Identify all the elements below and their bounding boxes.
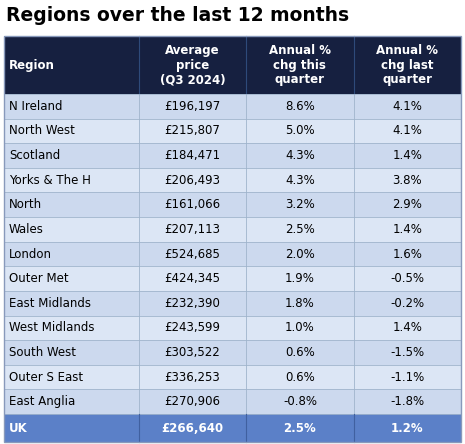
Text: £270,906: £270,906 (165, 395, 220, 408)
Text: 1.4%: 1.4% (392, 223, 422, 236)
Text: 2.5%: 2.5% (284, 421, 316, 435)
Text: West Midlands: West Midlands (9, 321, 94, 334)
Bar (4, 217, 461, 242)
Text: -1.8%: -1.8% (390, 395, 425, 408)
Bar (4, 340, 461, 365)
Text: Wales: Wales (9, 223, 44, 236)
Text: Region: Region (9, 59, 55, 71)
Text: Average
price
(Q3 2024): Average price (Q3 2024) (159, 44, 226, 86)
Bar (4, 192, 461, 217)
Bar (4, 168, 461, 192)
Text: Regions over the last 12 months: Regions over the last 12 months (6, 6, 349, 25)
Text: 3.2%: 3.2% (285, 198, 315, 211)
Text: Outer S East: Outer S East (9, 371, 83, 384)
Bar (4, 316, 461, 340)
Bar (4, 414, 461, 442)
Bar (4, 389, 461, 414)
Bar (4, 242, 461, 266)
Text: £161,066: £161,066 (165, 198, 220, 211)
Text: 0.6%: 0.6% (285, 371, 315, 384)
Text: £206,493: £206,493 (165, 174, 220, 186)
Text: £524,685: £524,685 (165, 247, 220, 261)
Text: 1.2%: 1.2% (391, 421, 424, 435)
Text: £266,640: £266,640 (161, 421, 224, 435)
Text: £232,390: £232,390 (165, 297, 220, 310)
Text: 5.0%: 5.0% (285, 124, 315, 138)
Text: -1.5%: -1.5% (390, 346, 425, 359)
Text: 2.5%: 2.5% (285, 223, 315, 236)
Text: North West: North West (9, 124, 75, 138)
Text: 4.1%: 4.1% (392, 124, 422, 138)
Text: -0.5%: -0.5% (390, 272, 424, 285)
Bar (4, 143, 461, 168)
Bar (4, 94, 461, 119)
Text: 0.6%: 0.6% (285, 346, 315, 359)
Text: South West: South West (9, 346, 76, 359)
Text: East Anglia: East Anglia (9, 395, 75, 408)
Text: 2.0%: 2.0% (285, 247, 315, 261)
Text: 4.3%: 4.3% (285, 174, 315, 186)
Text: 1.0%: 1.0% (285, 321, 315, 334)
Text: £303,522: £303,522 (165, 346, 220, 359)
Text: £215,807: £215,807 (165, 124, 220, 138)
Text: North: North (9, 198, 42, 211)
Text: 3.8%: 3.8% (392, 174, 422, 186)
Bar (4, 365, 461, 389)
Bar (4, 36, 461, 94)
Text: £424,345: £424,345 (165, 272, 220, 285)
Text: UK: UK (9, 421, 28, 435)
Text: N Ireland: N Ireland (9, 100, 62, 113)
Text: Yorks & The H: Yorks & The H (9, 174, 91, 186)
Text: 4.3%: 4.3% (285, 149, 315, 162)
Text: 4.1%: 4.1% (392, 100, 422, 113)
Bar (4, 291, 461, 316)
Text: 1.4%: 1.4% (392, 149, 422, 162)
Text: East Midlands: East Midlands (9, 297, 91, 310)
Bar (4, 119, 461, 143)
Text: £243,599: £243,599 (165, 321, 220, 334)
Text: Scotland: Scotland (9, 149, 60, 162)
Text: Outer Met: Outer Met (9, 272, 69, 285)
Text: £336,253: £336,253 (165, 371, 220, 384)
Text: -0.8%: -0.8% (283, 395, 317, 408)
Text: £207,113: £207,113 (165, 223, 220, 236)
Text: 1.8%: 1.8% (285, 297, 315, 310)
Text: Annual %
chg this
quarter: Annual % chg this quarter (269, 44, 331, 86)
Text: Annual %
chg last
quarter: Annual % chg last quarter (376, 44, 438, 86)
Text: -0.2%: -0.2% (390, 297, 425, 310)
Text: 1.6%: 1.6% (392, 247, 422, 261)
Text: 1.4%: 1.4% (392, 321, 422, 334)
Text: -1.1%: -1.1% (390, 371, 425, 384)
Text: £184,471: £184,471 (165, 149, 220, 162)
Text: £196,197: £196,197 (165, 100, 220, 113)
Text: 1.9%: 1.9% (285, 272, 315, 285)
Text: London: London (9, 247, 52, 261)
Text: 8.6%: 8.6% (285, 100, 315, 113)
Bar (4, 266, 461, 291)
Text: 2.9%: 2.9% (392, 198, 422, 211)
